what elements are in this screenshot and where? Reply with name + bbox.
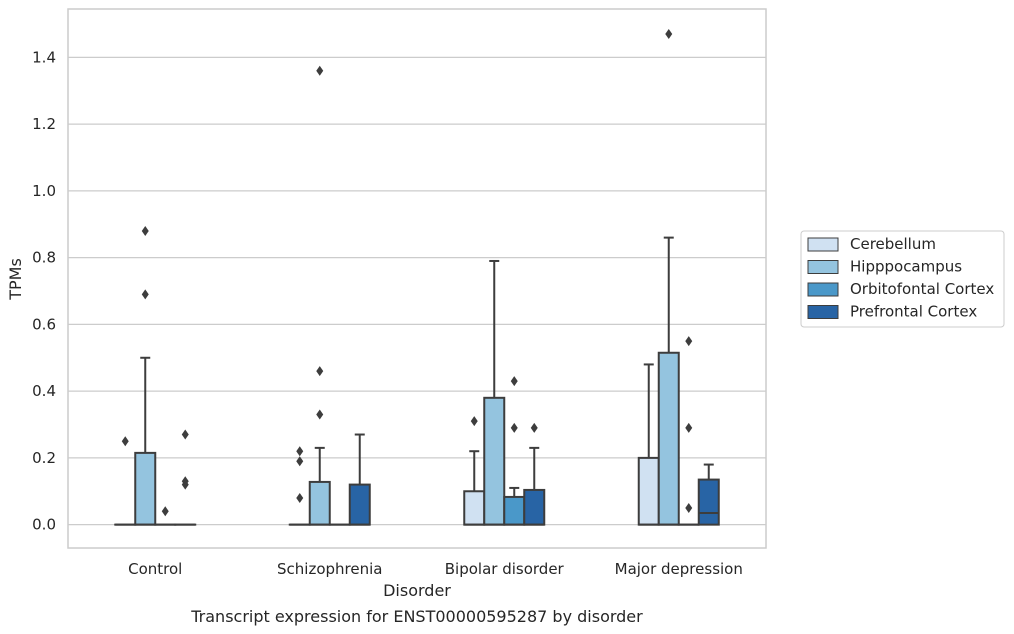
x-axis-ticks: Control Schizophrenia Bipolar disorder Majo… — [128, 560, 743, 578]
outlier-point — [316, 366, 324, 377]
outlier-point — [296, 492, 304, 503]
series-prefrontal-cortex — [174, 422, 720, 526]
series-cerebellum — [114, 363, 660, 526]
box — [463, 490, 486, 526]
outlier-point — [316, 409, 324, 420]
outlier-point — [181, 429, 189, 440]
outlier-point — [470, 416, 478, 427]
y-tick-label: 1.2 — [32, 115, 56, 133]
plot-frame — [67, 8, 767, 549]
legend-frame — [800, 230, 1005, 328]
outlier-point — [141, 289, 149, 300]
legend-swatch — [807, 282, 839, 297]
x-tick-label: Control — [128, 560, 182, 578]
box — [637, 456, 660, 526]
outlier-point — [510, 376, 518, 387]
legend-label: Hipppocampus — [850, 258, 962, 276]
legend-swatch — [807, 305, 839, 319]
box — [697, 478, 720, 526]
legend: Cerebellum Hipppocampus Orbitofontal Corte… — [800, 230, 1005, 328]
legend-label: Cerebellum — [850, 235, 936, 253]
box — [503, 495, 526, 526]
y-axis-ticks: 0.0 0.2 0.4 0.6 0.8 1.0 1.2 1.4 — [32, 48, 56, 533]
outlier-point — [665, 29, 673, 40]
grid-lines — [68, 56, 766, 526]
x-tick-label: Major depression — [615, 560, 743, 578]
x-tick-label: Bipolar disorder — [445, 560, 565, 578]
outlier-point — [141, 225, 149, 236]
y-tick-label: 0.8 — [32, 249, 56, 267]
legend-swatch — [807, 260, 839, 274]
box — [523, 488, 546, 526]
y-tick-label: 1.0 — [32, 182, 56, 200]
y-tick-label: 0.4 — [32, 382, 56, 400]
x-axis-title: Disorder — [383, 581, 451, 600]
series-orbitofontal-cortex — [154, 336, 700, 526]
outlier-point — [685, 502, 693, 513]
box — [657, 351, 680, 526]
outlier-point — [685, 422, 693, 433]
outlier-point — [530, 422, 538, 433]
legend-label: Prefrontal Cortex — [850, 303, 977, 321]
box-series — [114, 29, 720, 526]
box — [308, 480, 331, 526]
outlier-point — [685, 336, 693, 347]
legend-swatch — [807, 237, 839, 252]
outlier-point — [510, 422, 518, 433]
y-axis-title: TPMs — [6, 258, 25, 301]
chart-caption: Transcript expression for ENST0000059528… — [190, 607, 643, 626]
y-tick-label: 0.0 — [32, 516, 56, 534]
outlier-point — [161, 506, 169, 517]
legend-label: Orbitofontal Cortex — [850, 280, 994, 298]
outlier-point — [296, 456, 304, 467]
outlier-point — [316, 65, 324, 76]
outlier-point — [181, 476, 189, 487]
box — [483, 396, 506, 526]
y-tick-label: 0.2 — [32, 449, 56, 467]
box — [348, 483, 371, 526]
box — [134, 451, 157, 526]
x-tick-label: Schizophrenia — [277, 560, 382, 578]
y-tick-label: 1.4 — [32, 48, 56, 66]
y-tick-label: 0.6 — [32, 315, 56, 333]
outlier-point — [121, 436, 129, 447]
series-hipppocampus — [134, 29, 680, 526]
outlier-point — [296, 446, 304, 457]
